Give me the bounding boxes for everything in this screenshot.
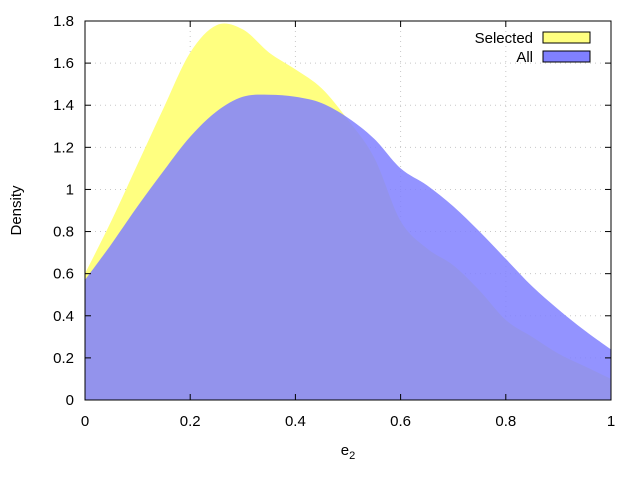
x-axis-label-subscript: 2 <box>349 450 355 462</box>
legend-label-all: All <box>516 49 533 66</box>
legend-swatch-selected <box>542 31 591 44</box>
y-tick-label: 1.8 <box>53 13 74 30</box>
series-area-all <box>85 94 611 401</box>
y-tick-label: 0.2 <box>53 350 74 367</box>
y-axis-label: Density <box>8 185 25 236</box>
tick-labels: 0 0.2 0.4 0.6 0.8 1 1.2 1.4 1.6 1.8 0 0.2 0.4 0.6 0.8 1 <box>53 13 615 430</box>
x-tick-label: 0 <box>81 413 89 430</box>
y-tick-label: 1.2 <box>53 139 74 156</box>
y-tick-label: 0 <box>66 392 74 409</box>
y-tick-label: 0.6 <box>53 266 74 283</box>
x-tick-label: 0.8 <box>495 413 516 430</box>
x-tick-label: 0.6 <box>390 413 411 430</box>
y-tick-label: 0.4 <box>53 308 74 325</box>
x-tick-label: 1 <box>607 413 615 430</box>
x-tick-label: 0.2 <box>180 413 201 430</box>
y-tick-label: 1.6 <box>53 55 74 72</box>
x-axis-label-main: e <box>341 442 349 459</box>
x-axis-label: e2 <box>341 442 355 462</box>
axis-ticks <box>84 20 612 401</box>
plot-frame <box>84 20 612 401</box>
x-tick-label: 0.4 <box>285 413 306 430</box>
series-areas <box>85 23 611 401</box>
legend: Selected All <box>475 30 591 66</box>
legend-label-selected: Selected <box>475 30 533 47</box>
y-tick-label: 1 <box>66 181 74 198</box>
y-tick-label: 0.8 <box>53 224 74 241</box>
y-tick-label: 1.4 <box>53 97 74 114</box>
legend-swatch-all <box>542 50 591 63</box>
